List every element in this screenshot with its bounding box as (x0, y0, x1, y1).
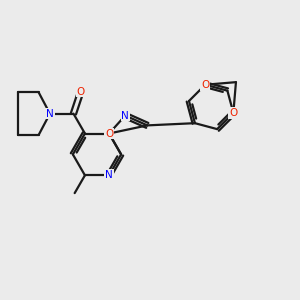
Text: N: N (105, 170, 113, 180)
Text: N: N (122, 111, 129, 121)
Text: O: O (201, 80, 209, 90)
Text: N: N (46, 109, 54, 118)
Text: O: O (77, 87, 85, 97)
Text: O: O (105, 128, 113, 139)
Text: O: O (229, 108, 238, 118)
